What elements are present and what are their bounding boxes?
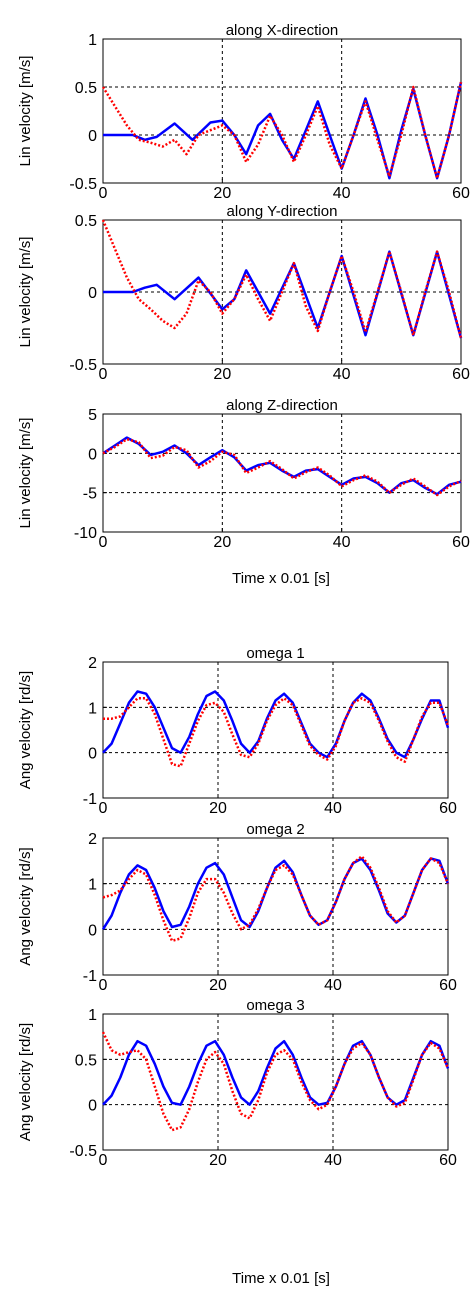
y-tick-label-4-0: -1 <box>83 791 97 808</box>
y-tick-label-5-1: 0 <box>88 922 97 939</box>
y-tick-label-5-2: 1 <box>88 877 97 894</box>
axes-box-6 <box>102 1013 449 1151</box>
y-tick-label-2-1: 0 <box>88 285 97 302</box>
y-tick-label-3-3: 5 <box>88 407 97 424</box>
x-tick-label-4-2: 40 <box>324 800 342 817</box>
y-tick-label-1-3: 1 <box>88 32 97 49</box>
y-tick-label-1-0: -0.5 <box>69 176 97 193</box>
x-axis-label-lin: Time x 0.01 [s] <box>232 570 330 587</box>
x-tick-label-3-0: 0 <box>99 534 108 551</box>
y-tick-label-4-3: 2 <box>88 655 97 672</box>
reference-series-line-3 <box>102 437 462 497</box>
reference-series-line-5 <box>102 855 450 943</box>
x-tick-label-1-1: 20 <box>213 185 231 202</box>
x-tick-label-2-1: 20 <box>213 366 231 383</box>
x-tick-label-2-3: 60 <box>452 366 470 383</box>
x-axis-label-ang: Time x 0.01 [s] <box>232 1270 330 1287</box>
x-tick-label-5-3: 60 <box>439 977 457 994</box>
y-tick-label-6-2: 0.5 <box>75 1052 97 1069</box>
x-tick-label-3-3: 60 <box>452 534 470 551</box>
y-tick-label-5-3: 2 <box>88 831 97 848</box>
x-tick-label-2-0: 0 <box>99 366 108 383</box>
chart-title-6: omega 3 <box>246 997 304 1014</box>
axes-box-5 <box>102 837 449 976</box>
x-tick-label-4-1: 20 <box>209 800 227 817</box>
y-tick-label-3-2: 0 <box>88 446 97 463</box>
y-tick-label-4-2: 1 <box>88 700 97 717</box>
x-tick-label-6-3: 60 <box>439 1152 457 1169</box>
chart-title-2: along Y-direction <box>227 203 338 220</box>
x-tick-label-5-2: 40 <box>324 977 342 994</box>
y-tick-label-5-0: -1 <box>83 968 97 985</box>
x-tick-label-1-3: 60 <box>452 185 470 202</box>
y-axis-label-3: Lin velocity [m/s] <box>17 418 34 529</box>
axes-box-4 <box>102 661 449 799</box>
chart-title-3: along Z-direction <box>226 397 338 414</box>
x-tick-label-1-0: 0 <box>99 185 108 202</box>
x-tick-label-3-1: 20 <box>213 534 231 551</box>
actual-series-line-4 <box>102 690 450 759</box>
actual-series-line-5 <box>101 857 450 930</box>
y-axis-label-6: Ang velocity [rd/s] <box>17 1023 34 1141</box>
y-axis-label-2: Lin velocity [m/s] <box>17 237 34 348</box>
reference-series-line-1 <box>101 81 463 180</box>
y-tick-label-6-0: -0.5 <box>69 1143 97 1160</box>
reference-series-line-4 <box>103 697 450 768</box>
y-tick-label-6-1: 0 <box>88 1098 97 1115</box>
y-tick-label-3-0: -10 <box>74 525 97 542</box>
x-tick-label-4-0: 0 <box>99 800 108 817</box>
y-axis-label-4: Ang velocity [rd/s] <box>17 671 34 789</box>
y-tick-label-3-1: -5 <box>83 486 97 503</box>
y-tick-label-2-2: 0.5 <box>75 213 97 230</box>
x-tick-label-5-0: 0 <box>99 977 108 994</box>
axes-box-3 <box>102 413 462 533</box>
y-tick-label-1-1: 0 <box>88 128 97 145</box>
y-axis-label-1: Lin velocity [m/s] <box>17 56 34 167</box>
reference-series-line-2 <box>101 219 463 339</box>
y-tick-label-4-1: 0 <box>88 746 97 763</box>
reference-series-line-6 <box>101 1031 450 1132</box>
x-tick-label-3-2: 40 <box>333 534 351 551</box>
x-tick-label-5-1: 20 <box>209 977 227 994</box>
x-tick-label-6-2: 40 <box>324 1152 342 1169</box>
chart-title-1: along X-direction <box>226 22 339 39</box>
axes-box-1 <box>102 38 462 184</box>
chart-title-5: omega 2 <box>246 821 304 838</box>
chart-title-4: omega 1 <box>246 645 304 662</box>
x-tick-label-1-2: 40 <box>333 185 351 202</box>
y-tick-label-2-0: -0.5 <box>69 357 97 374</box>
y-tick-label-1-2: 0.5 <box>75 80 97 97</box>
x-tick-label-6-0: 0 <box>99 1152 108 1169</box>
y-axis-label-5: Ang velocity [rd/s] <box>17 847 34 965</box>
x-tick-label-4-3: 60 <box>439 800 457 817</box>
y-tick-label-6-3: 1 <box>88 1007 97 1024</box>
x-tick-label-2-2: 40 <box>333 366 351 383</box>
x-tick-label-6-1: 20 <box>209 1152 227 1169</box>
